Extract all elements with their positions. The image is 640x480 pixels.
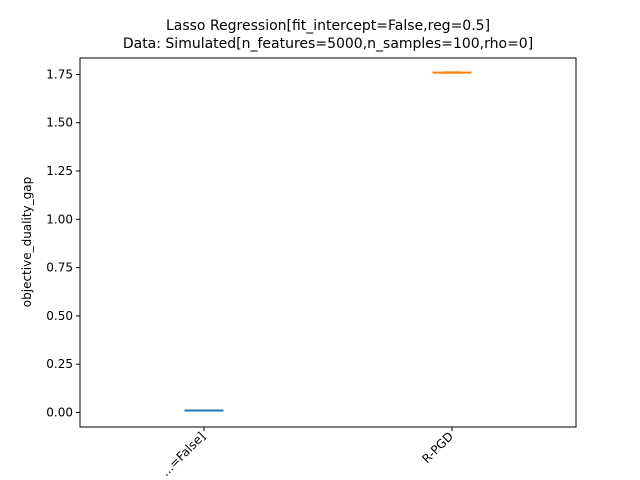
y-tick-label: 0.00	[46, 406, 73, 420]
x-tick-label: ...=False]	[158, 429, 208, 479]
y-tick-label: 1.75	[46, 67, 73, 81]
box-1	[432, 71, 472, 74]
boxes	[184, 71, 472, 412]
box-0	[184, 409, 224, 412]
chart-title-line-1: Lasso Regression[fit_intercept=False,reg…	[166, 18, 490, 34]
y-tick-label: 0.50	[46, 309, 73, 323]
y-tick-label: 0.75	[46, 261, 73, 275]
y-tick-label: 1.50	[46, 116, 73, 130]
y-tick-label: 0.25	[46, 357, 73, 371]
y-axis: 0.00 0.25 0.50 0.75 1.00 1.25 1.50 1.75	[46, 67, 80, 420]
y-axis-label: objective_duality_gap	[20, 177, 34, 307]
y-tick-label: 1.00	[46, 212, 73, 226]
y-tick-label: 1.25	[46, 164, 73, 178]
x-axis: ...=False] R-PGD	[158, 427, 456, 479]
chart-title-line-2: Data: Simulated[n_features=5000,n_sample…	[123, 36, 533, 52]
plot-area	[79, 57, 577, 428]
x-tick-label: R-PGD	[419, 429, 456, 466]
